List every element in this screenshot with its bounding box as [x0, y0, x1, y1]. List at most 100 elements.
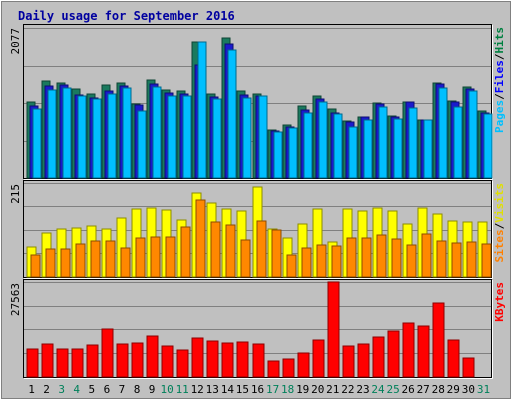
day-label-25: 25 [386, 383, 399, 396]
bar-sites-day-29 [451, 242, 462, 278]
day-label-15: 15 [236, 383, 249, 396]
bar-pages-day-5 [92, 98, 102, 179]
bar-kbytes-day-15 [236, 341, 249, 378]
y-max-label: 27563 [9, 283, 22, 316]
bar-sites-day-28 [436, 240, 447, 278]
legend-item: Hits [493, 27, 506, 54]
bar-pages-day-3 [62, 87, 72, 179]
bar-kbytes-day-22 [342, 345, 355, 378]
bar-sites-day-12 [195, 199, 206, 278]
bar-kbytes-day-26 [402, 322, 415, 378]
legend-item: / [493, 222, 506, 229]
bar-sites-day-27 [421, 233, 432, 278]
bar-kbytes-day-29 [447, 339, 460, 378]
bar-kbytes-day-2 [41, 343, 54, 378]
bar-kbytes-day-21 [327, 281, 340, 378]
bar-sites-day-11 [180, 226, 191, 278]
day-label-12: 12 [191, 383, 204, 396]
legend-hits-files-pages: Pages/Files/Hits [493, 27, 506, 133]
bar-pages-day-16 [258, 95, 268, 179]
bar-sites-day-31 [481, 243, 492, 278]
bar-pages-day-10 [167, 95, 177, 179]
legend-visits-sites: Sites/Visits [493, 183, 506, 263]
bar-kbytes-day-5 [86, 344, 99, 378]
bar-kbytes-day-25 [387, 330, 400, 378]
legend-item: / [493, 53, 506, 60]
bar-kbytes-day-8 [131, 342, 144, 378]
legend-item: / [493, 93, 506, 100]
chart-panels: 2077Pages/Files/Hits215Sites/Visits27563… [9, 24, 506, 379]
bar-sites-day-18 [286, 254, 297, 278]
day-label-27: 27 [417, 383, 430, 396]
y-max-label: 2077 [9, 28, 22, 55]
bar-kbytes-day-27 [417, 325, 430, 378]
day-label-21: 21 [326, 383, 339, 396]
day-label-30: 30 [462, 383, 475, 396]
bar-pages-day-25 [393, 118, 403, 179]
bar-pages-day-11 [182, 95, 192, 179]
bar-sites-day-8 [135, 237, 146, 278]
bar-pages-day-6 [107, 93, 117, 179]
bar-pages-day-2 [47, 89, 57, 179]
day-label-6: 6 [104, 383, 111, 396]
day-label-17: 17 [266, 383, 279, 396]
bar-kbytes-day-20 [312, 339, 325, 378]
legend-item: Visits [493, 183, 506, 223]
bar-sites-day-24 [376, 234, 387, 278]
bar-pages-day-27 [423, 119, 433, 179]
bar-kbytes-day-9 [146, 335, 159, 378]
bar-kbytes-day-17 [267, 360, 280, 378]
bar-kbytes-day-19 [297, 352, 310, 378]
chart-title: Daily usage for September 2016 [18, 9, 235, 23]
day-label-26: 26 [401, 383, 414, 396]
bar-kbytes-day-13 [206, 340, 219, 378]
day-label-19: 19 [296, 383, 309, 396]
bar-sites-day-4 [75, 243, 86, 278]
bar-sites-day-14 [225, 224, 236, 278]
day-label-29: 29 [447, 383, 460, 396]
day-label-10: 10 [160, 383, 173, 396]
legend-item: Sites [493, 229, 506, 262]
bar-pages-day-30 [468, 90, 478, 179]
day-label-24: 24 [371, 383, 385, 396]
bar-sites-day-23 [361, 237, 372, 278]
bar-pages-day-9 [152, 86, 162, 179]
bar-sites-day-30 [466, 241, 477, 278]
day-label-3: 3 [58, 383, 65, 396]
bar-pages-day-29 [453, 106, 463, 179]
bar-sites-day-17 [271, 229, 282, 278]
day-axis-labels: 1 2 3 4 5 6 7 8 9 10 11 12 13 14 15 16 17 18 19 20 21 22 23 24 2… [28, 383, 490, 396]
bar-pages-day-23 [363, 119, 373, 179]
legend-item: Files [493, 60, 506, 93]
bar-kbytes-day-4 [71, 348, 84, 378]
bar-pages-day-17 [273, 131, 283, 179]
bar-sites-day-22 [346, 237, 357, 278]
day-label-4: 4 [73, 383, 80, 396]
bar-kbytes-day-3 [56, 348, 69, 378]
bar-kbytes-day-11 [176, 349, 189, 378]
bar-kbytes-day-30 [462, 357, 475, 378]
bar-sites-day-25 [391, 238, 402, 278]
bar-pages-day-7 [122, 87, 132, 179]
day-label-28: 28 [432, 383, 445, 396]
day-label-8: 8 [134, 383, 141, 396]
bar-sites-day-15 [240, 239, 251, 278]
bar-pages-day-15 [242, 97, 252, 179]
bar-sites-day-6 [105, 240, 116, 278]
bar-pages-day-18 [288, 127, 298, 179]
bar-sites-day-16 [256, 220, 267, 278]
day-label-1: 1 [28, 383, 35, 396]
bar-sites-day-2 [45, 248, 56, 278]
day-label-11: 11 [176, 383, 189, 396]
bar-sites-day-10 [165, 236, 176, 278]
bar-pages-day-13 [212, 98, 222, 179]
panel-kbytes: 27563 KBytes [9, 279, 506, 379]
day-label-13: 13 [206, 383, 219, 396]
bar-sites-day-3 [60, 248, 71, 278]
bar-pages-day-26 [408, 107, 418, 179]
day-label-22: 22 [341, 383, 354, 396]
bar-pages-day-21 [333, 113, 343, 179]
bar-pages-day-19 [303, 112, 313, 179]
